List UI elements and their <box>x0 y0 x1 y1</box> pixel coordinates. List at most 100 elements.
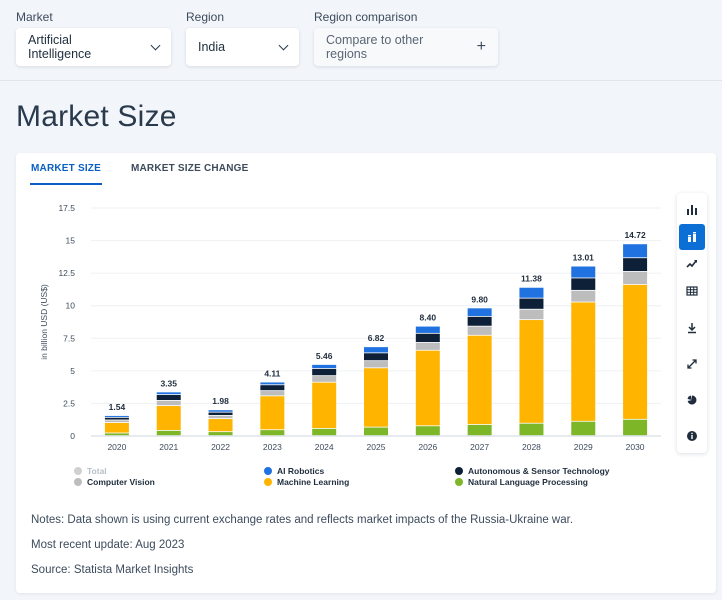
bar-segment <box>312 368 337 376</box>
bar-segment <box>364 427 388 436</box>
x-tick-label: 2026 <box>418 442 437 452</box>
y-tick-label: 5 <box>70 366 75 376</box>
bar-segment <box>104 422 129 433</box>
compare-regions-button[interactable]: Compare to other regions + <box>314 28 498 66</box>
table-icon <box>686 286 698 296</box>
bar-segment <box>467 308 492 316</box>
x-tick-label: 2025 <box>367 442 386 452</box>
x-tick-label: 2029 <box>574 442 593 452</box>
bar-segment <box>415 350 440 426</box>
bar-segment <box>208 415 233 419</box>
chart-card: MARKET SIZE MARKET SIZE CHANGE 0 2.5 5 7.5 1… <box>16 153 716 593</box>
plus-icon: + <box>476 38 486 55</box>
fullscreen-icon <box>687 359 697 369</box>
region-select[interactable]: India <box>186 28 299 66</box>
total-label: 4.11 <box>264 368 280 378</box>
y-tick-label: 10 <box>66 301 76 311</box>
total-label: 9.80 <box>471 294 488 304</box>
bar-segment <box>208 410 233 412</box>
bar-segment <box>364 347 388 353</box>
legend-marker <box>455 467 463 475</box>
chart-toolbar <box>677 193 707 453</box>
bar-segment <box>208 432 233 436</box>
y-tick-label: 15 <box>66 236 76 246</box>
bar-segment <box>364 353 388 361</box>
y-tick-label: 2.5 <box>63 398 75 408</box>
x-tick-label: 2030 <box>626 442 645 452</box>
download-button[interactable] <box>679 315 705 341</box>
bar-segment <box>415 326 440 333</box>
fullscreen-button[interactable] <box>679 351 705 377</box>
total-label: 5.46 <box>316 351 333 361</box>
legend-marker <box>74 478 82 486</box>
market-select-value: Artificial Intelligence <box>28 33 92 61</box>
bar-segment <box>519 309 544 320</box>
bar-segment <box>156 394 181 401</box>
x-tick-label: 2021 <box>159 442 178 452</box>
table-button[interactable] <box>679 278 705 304</box>
bar-segment <box>467 335 492 425</box>
bar-segment <box>623 271 648 285</box>
bar-segment <box>156 430 181 436</box>
bar-segment <box>156 406 181 430</box>
bar-segment <box>415 342 440 350</box>
comparison-filter: Region comparison Compare to other regio… <box>314 10 498 66</box>
legend-label: Computer Vision <box>87 477 155 487</box>
bar-segment <box>623 419 648 436</box>
notes-text: Notes: Data shown is using current excha… <box>31 514 574 526</box>
pie-chart-button[interactable] <box>679 387 705 413</box>
total-label: 14.72 <box>624 230 646 240</box>
bar-segment <box>104 420 129 423</box>
total-label: 3.35 <box>160 378 177 388</box>
total-label: 13.01 <box>573 252 595 262</box>
filter-bar: Market Artificial Intelligence Region In… <box>16 10 513 66</box>
chevron-down-icon <box>278 40 289 50</box>
bar-chart-button[interactable] <box>679 197 705 223</box>
bar-segment <box>571 278 596 290</box>
x-tick-label: 2028 <box>522 442 541 452</box>
bar-segment <box>571 302 596 421</box>
legend-marker <box>264 478 272 486</box>
bar-segment <box>312 364 337 369</box>
info-button[interactable] <box>679 423 705 449</box>
pie-chart-icon <box>687 395 697 405</box>
y-tick-label: 12.5 <box>58 268 75 278</box>
legend-marker <box>264 467 272 475</box>
y-tick-label: 17.5 <box>58 203 75 213</box>
bar-segment <box>623 258 648 272</box>
source-text: Source: Statista Market Insights <box>31 564 194 576</box>
market-filter: Market Artificial Intelligence <box>16 10 171 66</box>
bar-segment <box>312 428 337 436</box>
bar-segment <box>104 417 129 420</box>
x-tick-label: 2023 <box>263 442 282 452</box>
tab-market-size-change[interactable]: MARKET SIZE CHANGE <box>130 163 249 174</box>
market-filter-label: Market <box>16 10 53 24</box>
legend-label: AI Robotics <box>277 466 324 476</box>
download-icon <box>688 323 696 334</box>
market-size-chart: 0 2.5 5 7.5 10 12.5 15 17.5 in billion USD (US$)… <box>39 203 661 487</box>
chart-tabs: MARKET SIZE MARKET SIZE CHANGE <box>16 153 263 185</box>
bar-segment <box>623 244 648 258</box>
bar-segment <box>260 385 285 391</box>
bar-segment <box>571 266 596 278</box>
market-select[interactable]: Artificial Intelligence <box>16 28 171 66</box>
bar-segment <box>104 433 129 436</box>
page-title: Market Size <box>16 100 177 133</box>
total-label: 11.38 <box>521 274 542 284</box>
bar-segment <box>260 382 285 385</box>
line-chart-button[interactable] <box>679 251 705 277</box>
y-axis-label: in billion USD (US$) <box>39 284 49 360</box>
tab-market-size[interactable]: MARKET SIZE <box>16 153 116 185</box>
legend-label: Natural Language Processing <box>468 477 588 487</box>
bar-segment <box>364 368 388 427</box>
bar-segment <box>364 361 388 368</box>
bar-segment <box>156 392 181 395</box>
stacked-bar-chart-button[interactable] <box>679 224 705 250</box>
bar-segment <box>467 316 492 326</box>
bar-segment <box>467 326 492 335</box>
legend-marker <box>74 467 82 475</box>
chevron-down-icon <box>150 40 161 50</box>
info-icon <box>687 431 697 441</box>
total-label: 8.40 <box>420 313 437 323</box>
chart-notes: Notes: Data shown is using current excha… <box>31 513 573 588</box>
